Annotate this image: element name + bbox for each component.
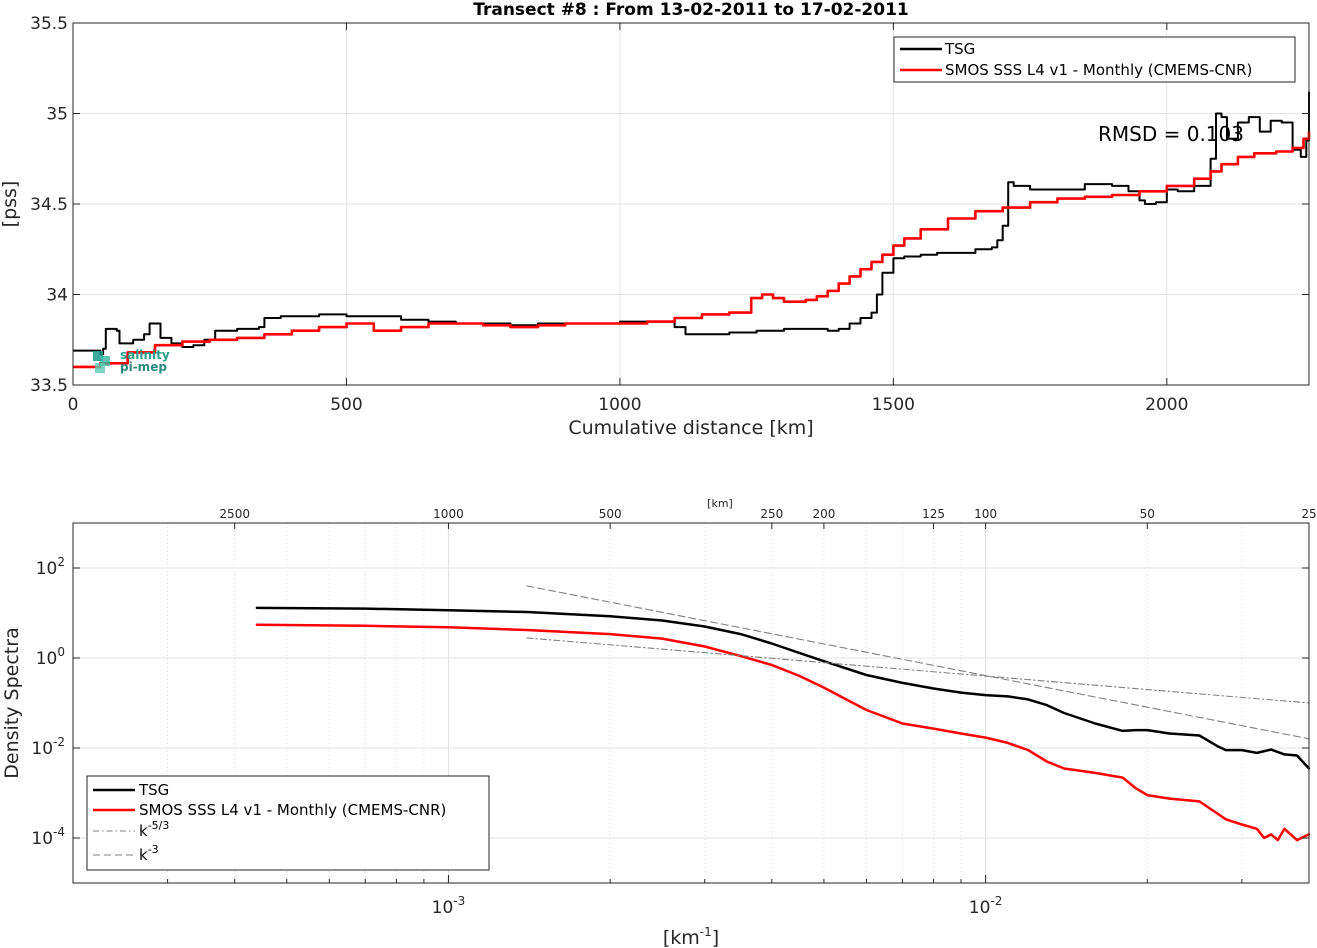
top-x-tick-label: 500 — [330, 395, 362, 415]
top-km-tick-label: 250 — [760, 507, 783, 521]
top-x-axis-label: Cumulative distance [km] — [568, 417, 813, 439]
top-y-axis-label: [pss] — [0, 181, 21, 228]
top-chart-title: Transect #8 : From 13-02-2011 to 17-02-2… — [473, 0, 909, 20]
logo-mark — [93, 351, 103, 361]
top-series-group — [73, 91, 1311, 369]
top-x-tick-label: 1500 — [872, 395, 915, 415]
bottom-y-axis: 102 100 10-2 10-4 — [31, 555, 1309, 849]
slope-line-k3 — [526, 585, 1310, 740]
top-km-tick-label: 125 — [922, 507, 945, 521]
top-km-axis-label: [km] — [707, 497, 733, 510]
top-km-tick-label: 100 — [974, 507, 997, 521]
k53-exp: -5/3 — [148, 819, 170, 832]
logo-mark — [100, 356, 110, 366]
top-km-tick-label: 50 — [1140, 507, 1155, 521]
top-y-tick-label: 35 — [46, 105, 68, 125]
bottom-y-tick-label: 10-2 — [31, 735, 65, 759]
top-legend: TSG SMOS SSS L4 v1 - Monthly (CMEMS-CNR) — [893, 36, 1296, 83]
bottom-y-tick-label: 102 — [36, 555, 65, 579]
top-x-axis: 0 500 1000 1500 2000 — [68, 23, 1188, 415]
spectrum-line-tsg — [255, 606, 1311, 770]
legend-label-smos: SMOS SSS L4 v1 - Monthly (CMEMS-CNR) — [945, 61, 1252, 79]
top-y-tick-label: 34 — [46, 286, 68, 306]
top-y-tick-label: 34.5 — [30, 195, 68, 215]
k53-base: k — [139, 822, 148, 840]
k3-base: k — [139, 846, 148, 864]
x-label-end: ] — [712, 927, 719, 948]
bottom-x-tick-label: 10-2 — [969, 894, 1003, 918]
top-km-tick-label: 500 — [599, 507, 622, 521]
top-km-tick-label: 200 — [812, 507, 835, 521]
legend-label-smos: SMOS SSS L4 v1 - Monthly (CMEMS-CNR) — [139, 801, 446, 819]
spectrum-line-smos — [255, 623, 1311, 842]
slope-line-k53 — [526, 637, 1310, 704]
legend-label-k3: k-3 — [139, 843, 159, 864]
top-grid — [73, 23, 1309, 385]
top-km-tick-label: 25 — [1301, 507, 1316, 521]
x-label-base: [km — [663, 927, 700, 948]
k3-exp: -3 — [148, 843, 159, 856]
rmsd-annotation: RMSD = 0.103 — [1098, 122, 1244, 146]
bottom-x-axis: 10-3 10-2 — [167, 875, 1243, 918]
bottom-y-tick-label: 100 — [36, 645, 65, 669]
logo-mark — [95, 363, 105, 373]
x-label-exp: -1 — [700, 925, 712, 939]
bottom-x-axis-label: [km-1] — [663, 925, 719, 948]
legend-label-k53: k-5/3 — [139, 819, 169, 840]
top-legend-box — [893, 36, 1296, 83]
logo-text-line1: salinity — [120, 348, 170, 362]
legend-label-tsg: TSG — [944, 40, 975, 58]
logo-text-line2: pi-mep — [120, 360, 167, 374]
salinity-pi-mep-logo: salinity pi-mep — [93, 348, 170, 374]
top-x-tick-label: 1000 — [598, 395, 641, 415]
bottom-x-tick-label: 10-3 — [432, 894, 466, 918]
density-spectra-chart: 10-3 10-2 102 100 10-2 10-4 2500 1000 500 250 20… — [1, 497, 1317, 948]
bottom-legend-box — [86, 775, 490, 871]
top-y-tick-label: 35.5 — [30, 14, 68, 34]
top-x-tick-label: 0 — [68, 395, 79, 415]
salinity-transect-chart: Transect #8 : From 13-02-2011 to 17-02-2… — [0, 0, 1311, 439]
legend-label-tsg: TSG — [138, 781, 169, 799]
series-line-smos — [73, 131, 1311, 369]
bottom-y-tick-label: 10-4 — [31, 825, 65, 849]
bottom-legend: TSG SMOS SSS L4 v1 - Monthly (CMEMS-CNR)… — [86, 775, 490, 871]
bottom-plot-frame — [72, 522, 1310, 884]
bottom-top-km-axis: 2500 1000 500 250 200 125 100 50 25 — [219, 507, 1317, 529]
top-km-tick-label: 1000 — [433, 507, 464, 521]
top-y-tick-label: 33.5 — [30, 376, 68, 396]
top-x-tick-label: 2000 — [1145, 395, 1188, 415]
bottom-y-axis-label: Density Spectra — [1, 627, 23, 778]
top-km-tick-label: 2500 — [219, 507, 250, 521]
top-y-axis: 33.5 34 34.5 35 35.5 — [30, 14, 1309, 396]
bottom-series-group — [255, 585, 1311, 842]
